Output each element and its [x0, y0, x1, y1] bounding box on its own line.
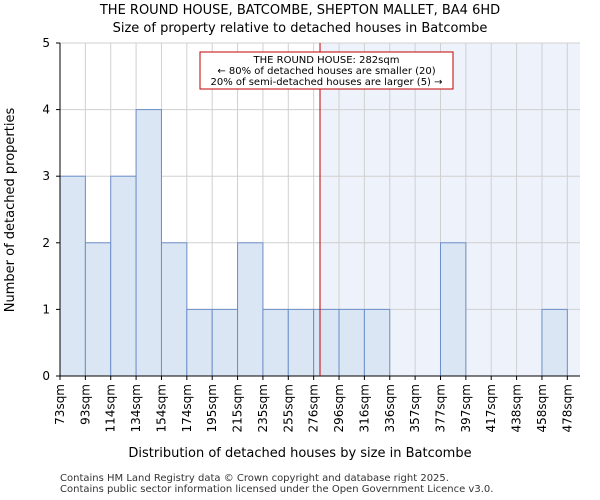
y-tick-label: 4	[42, 103, 50, 117]
bar-73sqm	[59, 175, 86, 377]
x-axis-label: Distribution of detached houses by size …	[128, 446, 471, 461]
bar-174sqm	[186, 308, 213, 377]
x-tick-label: 235sqm	[256, 384, 270, 432]
bar-215sqm	[237, 242, 264, 377]
y-axis-label: Number of detached properties	[3, 108, 18, 313]
bar-276sqm	[313, 308, 340, 377]
x-tick-label: 114sqm	[104, 384, 118, 432]
x-tick-label: 438sqm	[510, 384, 524, 432]
x-tick-label: 478sqm	[560, 384, 574, 432]
bar-377sqm	[439, 242, 467, 377]
x-tick-label: 377sqm	[433, 384, 447, 432]
bar-195sqm	[211, 308, 239, 377]
x-tick-label: 154sqm	[154, 384, 168, 432]
x-tick-label: 458sqm	[535, 384, 549, 432]
bar-114sqm	[110, 175, 137, 377]
x-tick-label: 93sqm	[78, 384, 92, 425]
y-tick-label: 5	[42, 36, 50, 50]
footer-line-1: Contains HM Land Registry data © Crown c…	[60, 473, 449, 484]
x-tick-label: 174sqm	[180, 384, 194, 432]
annotation-line-1: THE ROUND HOUSE: 282sqm	[253, 55, 400, 66]
chart-subtitle: Size of property relative to detached ho…	[113, 21, 488, 36]
x-tick-label: 336sqm	[383, 384, 397, 432]
annotation-line-3: 20% of semi-detached houses are larger (…	[210, 77, 442, 88]
x-tick-label: 316sqm	[357, 384, 371, 432]
bar-316sqm	[363, 308, 391, 377]
y-tick-label: 0	[42, 369, 50, 383]
bar-458sqm	[541, 308, 568, 377]
x-tick-label: 73sqm	[53, 384, 67, 425]
x-tick-label: 215sqm	[231, 384, 245, 432]
x-tick-label: 397sqm	[459, 384, 473, 432]
bar-93sqm	[84, 242, 112, 377]
x-tick-label: 357sqm	[408, 384, 422, 432]
x-tick-label: 276sqm	[307, 384, 321, 432]
x-tick-label: 195sqm	[205, 384, 219, 432]
bar-154sqm	[160, 242, 188, 377]
y-tick-label: 1	[42, 302, 50, 316]
x-tick-label: 134sqm	[129, 384, 143, 432]
bar-255sqm	[287, 308, 315, 377]
bar-134sqm	[135, 109, 162, 377]
x-tick-label: 417sqm	[484, 384, 498, 432]
y-tick-label: 2	[42, 236, 50, 250]
bar-296sqm	[338, 308, 365, 377]
chart-title: THE ROUND HOUSE, BATCOMBE, SHEPTON MALLE…	[99, 3, 500, 18]
annotation-box	[199, 51, 454, 90]
footer-line-2: Contains public sector information licen…	[60, 484, 494, 495]
x-tick-label: 255sqm	[281, 384, 295, 432]
annotation-line-2: ← 80% of detached houses are smaller (20…	[217, 66, 435, 77]
y-tick-label: 3	[42, 169, 50, 183]
bar-235sqm	[262, 308, 289, 377]
x-tick-label: 296sqm	[332, 384, 346, 432]
